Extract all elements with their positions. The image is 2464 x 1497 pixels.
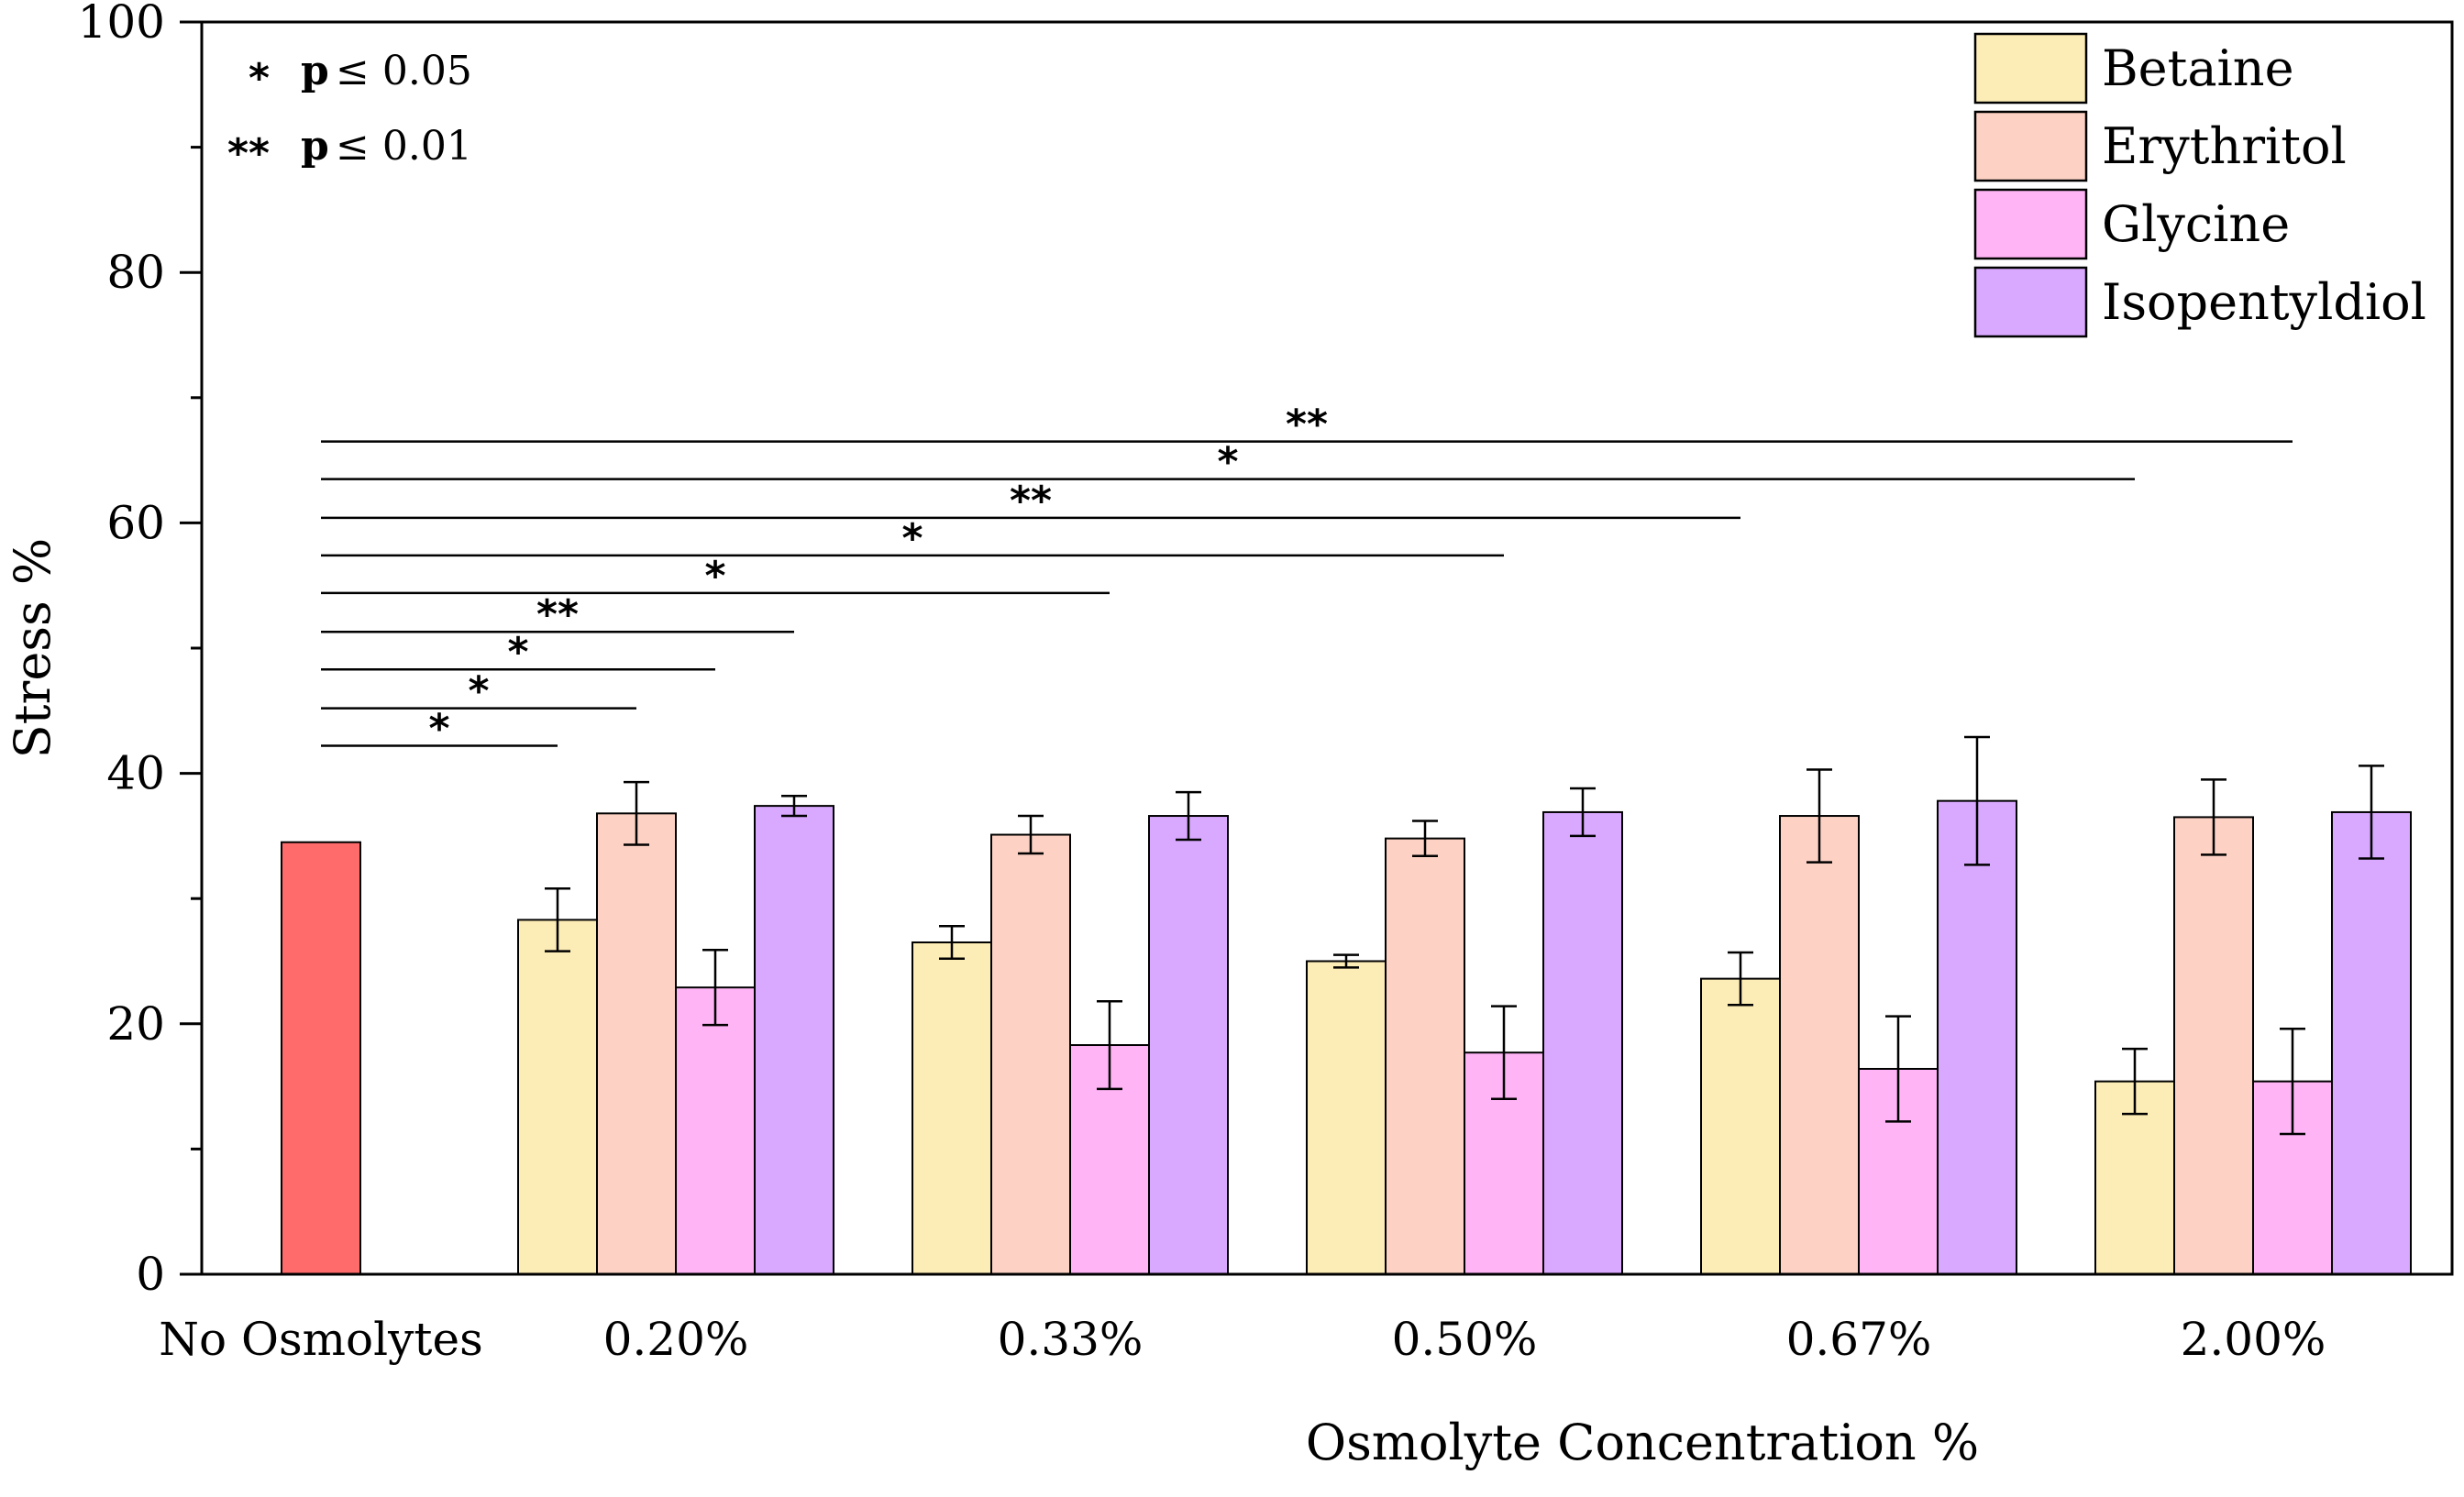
x-tick-label-4: 0.67% [1786, 1313, 1932, 1366]
significance-stars-1: * [468, 668, 489, 715]
significance-stars-7: * [1217, 439, 1238, 486]
significance-stars-4: * [704, 553, 725, 600]
significance-stars-0: * [428, 706, 449, 753]
significance-brackets-layer: ************ [321, 402, 2293, 753]
y-tick-label-1: 20 [106, 997, 165, 1051]
bar-erythritol-1 [596, 812, 677, 1275]
legend-label-isopentyldiol: Isopentyldiol [2102, 273, 2426, 331]
y-axis: 0 20 40 60 80 100 [78, 0, 202, 1301]
x-tick-label-2: 0.33% [998, 1313, 1144, 1366]
bar-erythritol-4 [1779, 815, 1860, 1275]
x-tick-label-5: 2.00% [2181, 1313, 2326, 1366]
bar-erythritol-3 [1385, 837, 1465, 1276]
x-axis-title: Osmolyte Concentration % [1306, 1414, 1979, 1471]
legend-label-betaine: Betaine [2102, 39, 2294, 97]
note-stars-1: ** [227, 130, 270, 177]
bar-betaine-2 [912, 941, 992, 1275]
x-axis: No Osmolytes 0.20% 0.33% 0.50% 0.67% 2.00% [159, 1313, 2326, 1366]
legend-label-erythritol: Erythritol [2102, 117, 2347, 175]
y-tick-label-5: 100 [78, 0, 165, 49]
y-axis-title: Stress % [4, 538, 61, 758]
bar-glycine-1 [675, 986, 756, 1276]
bar-control [281, 841, 361, 1275]
bars-layer [281, 799, 2412, 1276]
bar-betaine-3 [1306, 960, 1387, 1275]
legend-swatch-erythritol [1973, 110, 2088, 182]
note-p-1: p [301, 123, 329, 170]
significance-note: * p ≤ 0.05 ** p ≤ 0.01 [227, 48, 472, 177]
x-tick-label-0: No Osmolytes [159, 1313, 483, 1366]
y-tick-label-4: 80 [106, 246, 165, 299]
y-tick-label-2: 40 [106, 747, 165, 800]
bar-erythritol-2 [990, 833, 1071, 1275]
note-stars-0: * [249, 55, 270, 102]
legend-swatch-isopentyldiol [1973, 266, 2088, 338]
bar-isopentyldiol-3 [1542, 810, 1623, 1275]
legend-label-glycine: Glycine [2102, 195, 2290, 253]
error-bars-layer [545, 735, 2384, 1136]
significance-stars-5: * [901, 515, 923, 562]
significance-stars-8: ** [1286, 402, 1328, 448]
bar-erythritol-5 [2173, 816, 2254, 1275]
bar-isopentyldiol-5 [2331, 810, 2412, 1275]
legend-swatch-betaine [1973, 32, 2088, 105]
x-tick-label-3: 0.50% [1392, 1313, 1538, 1366]
y-tick-label-3: 60 [106, 496, 165, 549]
note-p-0: p [301, 48, 329, 94]
bar-isopentyldiol-1 [754, 805, 834, 1276]
bar-isopentyldiol-2 [1148, 815, 1229, 1275]
note-threshold-0: ≤ 0.05 [336, 48, 472, 94]
x-tick-label-1: 0.20% [603, 1313, 749, 1366]
significance-stars-3: ** [536, 591, 579, 638]
legend-swatch-glycine [1973, 188, 2088, 260]
significance-stars-2: * [507, 629, 528, 676]
bar-betaine-4 [1700, 977, 1781, 1276]
legend: Betaine Erythritol Glycine Isopentyldiol [1973, 32, 2426, 338]
bar-isopentyldiol-4 [1937, 799, 2017, 1275]
note-threshold-1: ≤ 0.01 [336, 123, 472, 170]
significance-stars-6: ** [1010, 478, 1052, 524]
y-tick-label-0: 0 [136, 1248, 165, 1301]
bar-betaine-1 [517, 919, 598, 1275]
